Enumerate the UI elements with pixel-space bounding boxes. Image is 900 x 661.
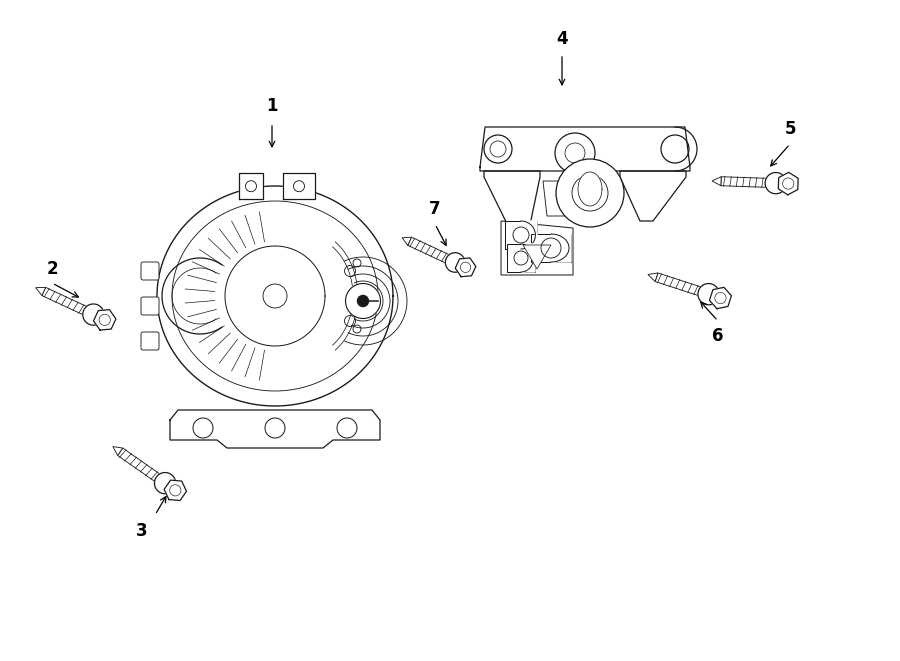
FancyBboxPatch shape bbox=[141, 297, 159, 315]
Polygon shape bbox=[155, 473, 176, 494]
Polygon shape bbox=[778, 173, 798, 195]
Text: 6: 6 bbox=[712, 327, 724, 345]
Polygon shape bbox=[648, 273, 658, 282]
Polygon shape bbox=[709, 288, 732, 309]
Polygon shape bbox=[521, 221, 537, 249]
Text: 7: 7 bbox=[429, 200, 441, 218]
Polygon shape bbox=[225, 246, 325, 346]
Polygon shape bbox=[164, 480, 186, 500]
Polygon shape bbox=[501, 221, 573, 275]
Polygon shape bbox=[36, 288, 46, 295]
Polygon shape bbox=[446, 253, 465, 272]
Polygon shape bbox=[721, 176, 772, 188]
Polygon shape bbox=[118, 448, 165, 485]
Circle shape bbox=[357, 295, 368, 307]
Circle shape bbox=[556, 159, 624, 227]
Polygon shape bbox=[480, 127, 690, 171]
Polygon shape bbox=[42, 288, 92, 317]
Text: 4: 4 bbox=[556, 30, 568, 48]
Circle shape bbox=[572, 175, 608, 211]
Polygon shape bbox=[484, 171, 540, 239]
Polygon shape bbox=[346, 284, 381, 319]
Text: 2: 2 bbox=[46, 260, 58, 278]
Polygon shape bbox=[505, 221, 537, 249]
Polygon shape bbox=[543, 181, 620, 216]
Circle shape bbox=[263, 284, 287, 308]
Polygon shape bbox=[620, 171, 686, 221]
Polygon shape bbox=[698, 284, 719, 305]
Polygon shape bbox=[655, 273, 706, 297]
Polygon shape bbox=[402, 237, 411, 245]
Polygon shape bbox=[408, 237, 454, 265]
Polygon shape bbox=[170, 410, 380, 448]
Polygon shape bbox=[507, 244, 535, 272]
Polygon shape bbox=[239, 173, 263, 199]
Polygon shape bbox=[455, 258, 476, 277]
Text: 1: 1 bbox=[266, 97, 278, 115]
Polygon shape bbox=[523, 245, 551, 269]
Polygon shape bbox=[578, 172, 602, 206]
Polygon shape bbox=[521, 244, 535, 272]
Polygon shape bbox=[83, 304, 104, 325]
Polygon shape bbox=[765, 173, 787, 194]
Text: 5: 5 bbox=[784, 120, 796, 138]
FancyBboxPatch shape bbox=[141, 262, 159, 280]
Polygon shape bbox=[531, 234, 571, 262]
Polygon shape bbox=[712, 176, 721, 186]
Polygon shape bbox=[157, 186, 393, 406]
Polygon shape bbox=[112, 447, 122, 455]
Polygon shape bbox=[283, 173, 315, 199]
Polygon shape bbox=[94, 309, 116, 330]
FancyBboxPatch shape bbox=[141, 332, 159, 350]
Text: 3: 3 bbox=[136, 522, 148, 540]
Polygon shape bbox=[551, 234, 571, 262]
